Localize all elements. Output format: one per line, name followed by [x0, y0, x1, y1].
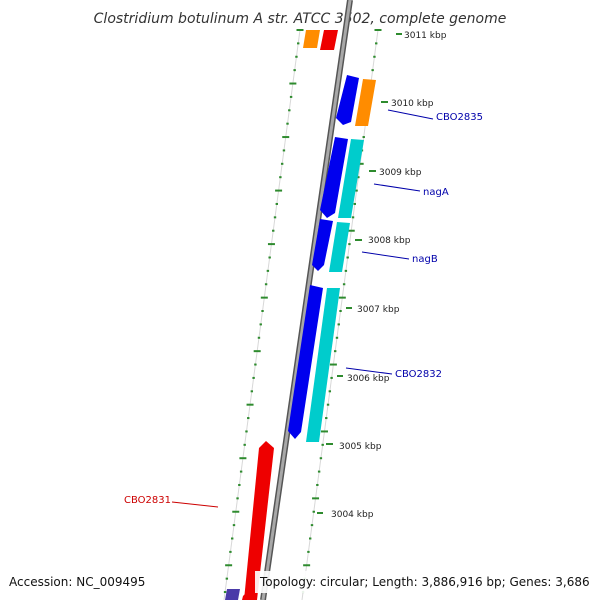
gene-block-cyan-2 [338, 139, 364, 218]
scale-label: 3011 kbp [404, 31, 447, 41]
scale-label: 3008 kbp [368, 236, 411, 246]
gene-labels: CBO2835 nagA nagB CBO2832 CBO2831 [124, 109, 483, 508]
gene-block-red-top [320, 30, 338, 50]
gene-label-cbo2832[interactable]: CBO2832 [395, 369, 442, 380]
scale-label: 3010 kbp [391, 99, 434, 109]
gene-block-blue-3 [312, 219, 333, 271]
gene-block-purple-bottom [225, 589, 240, 600]
gene-label-nagb[interactable]: nagB [412, 254, 438, 265]
backbone [260, 0, 353, 600]
genome-summary-text: Topology: circular; Length: 3,886,916 bp… [259, 575, 590, 589]
gene-label-cbo2831[interactable]: CBO2831 [124, 495, 171, 506]
gene-block-blue-2 [320, 137, 348, 218]
scale-label: 3007 kbp [357, 305, 400, 315]
gene-block-red-5 [244, 441, 274, 600]
accession-text: Accession: NC_009495 [9, 575, 145, 589]
gene-block-orange-top [303, 30, 320, 48]
scale-markers: 3011 kbp 3010 kbp 3009 kbp 3008 kbp 3007… [317, 31, 447, 520]
gene-block-blue-1 [336, 75, 359, 125]
scale-label: 3004 kbp [331, 510, 374, 520]
gene-block-orange-1 [355, 79, 376, 126]
gene-block-blue-4 [288, 285, 323, 439]
map-title: Clostridium botulinum A str. ATCC 3502, … [94, 11, 507, 27]
scale-label: 3005 kbp [339, 442, 382, 452]
gene-label-naga[interactable]: nagA [423, 187, 449, 198]
gene-block-cyan-3 [329, 222, 350, 272]
gene-block-cyan-4 [306, 288, 340, 442]
gene-label-cbo2835[interactable]: CBO2835 [436, 112, 483, 123]
scale-label: 3006 kbp [347, 374, 390, 384]
tick-tracks [223, 29, 382, 594]
scale-label: 3009 kbp [379, 168, 422, 178]
gene-block-red-bottom [242, 590, 256, 600]
gene-blocks [225, 30, 376, 600]
